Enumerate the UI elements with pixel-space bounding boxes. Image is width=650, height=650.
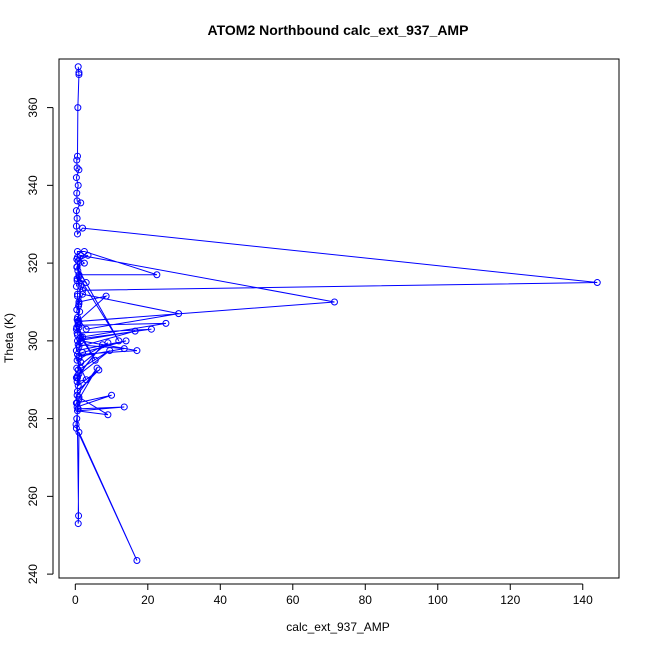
data-point	[73, 152, 81, 160]
y-tick-label: 260	[26, 486, 40, 506]
data-point	[79, 224, 87, 232]
data-point	[77, 282, 85, 290]
data-point	[98, 341, 106, 349]
x-tick-label: 120	[500, 593, 520, 607]
data-point	[73, 275, 81, 283]
series-points-group	[72, 63, 601, 565]
chart-title: ATOM2 Northbound calc_ext_937_AMP	[208, 22, 469, 38]
data-point	[122, 337, 130, 345]
data-point	[115, 337, 123, 345]
data-point	[120, 403, 128, 411]
data-point	[73, 263, 81, 271]
data-point	[77, 199, 85, 207]
data-point	[75, 354, 83, 362]
data-point	[74, 520, 82, 528]
data-point	[106, 347, 114, 355]
data-point	[147, 325, 155, 333]
data-point	[82, 376, 90, 384]
data-point	[76, 308, 84, 316]
x-tick-label: 60	[286, 593, 300, 607]
data-point	[73, 331, 81, 339]
data-point	[73, 315, 81, 323]
data-point	[73, 399, 81, 407]
data-point	[72, 207, 80, 215]
data-point	[120, 345, 128, 353]
y-tick-label: 340	[26, 175, 40, 195]
data-point	[74, 63, 82, 71]
data-point	[175, 310, 183, 318]
data-point	[73, 253, 81, 261]
data-point	[82, 325, 90, 333]
x-tick-label: 80	[359, 593, 373, 607]
data-point	[73, 156, 81, 164]
data-point	[73, 391, 81, 399]
y-axis-label: Theta (K)	[2, 313, 16, 363]
data-point	[75, 166, 83, 174]
data-point	[162, 319, 170, 327]
data-point	[73, 378, 81, 386]
x-axis-label: calc_ext_937_AMP	[286, 620, 389, 634]
data-point	[73, 164, 81, 172]
data-point	[80, 247, 88, 255]
data-point	[330, 298, 338, 306]
data-point	[108, 391, 116, 399]
data-point	[73, 290, 81, 298]
data-point	[79, 290, 87, 298]
y-tick-label: 240	[26, 564, 40, 584]
data-point	[133, 557, 141, 565]
data-point	[593, 279, 601, 287]
data-point	[75, 273, 83, 281]
data-point	[131, 327, 139, 335]
data-point	[75, 298, 83, 306]
data-point	[75, 512, 83, 520]
x-tick-label: 140	[573, 593, 593, 607]
y-tick-label: 360	[26, 97, 40, 117]
data-point	[74, 341, 82, 349]
data-point	[73, 374, 81, 382]
x-tick-label: 0	[72, 593, 79, 607]
data-point	[73, 197, 81, 205]
x-tick-label: 40	[214, 593, 228, 607]
data-point	[72, 282, 80, 290]
data-point	[93, 364, 101, 372]
data-point	[73, 230, 81, 238]
data-point	[104, 411, 112, 419]
data-point	[72, 420, 80, 428]
data-point	[77, 364, 85, 372]
series-line-group	[75, 66, 598, 561]
y-tick-label: 280	[26, 408, 40, 428]
x-tick-label: 20	[141, 593, 155, 607]
data-point	[80, 259, 88, 267]
data-point	[95, 366, 103, 374]
data-point	[73, 364, 81, 372]
y-tick-label: 320	[26, 253, 40, 273]
y-tick-label: 300	[26, 331, 40, 351]
data-point	[75, 428, 83, 436]
plot-frame	[58, 58, 620, 579]
data-point	[91, 356, 99, 364]
data-point	[84, 251, 92, 259]
data-point	[72, 174, 80, 182]
data-point	[133, 347, 141, 355]
data-point	[73, 189, 81, 197]
data-point	[73, 407, 81, 415]
data-point	[73, 356, 81, 364]
data-point	[82, 279, 90, 287]
data-point	[72, 222, 80, 230]
y-axis: 240 260 280 300 320 340 360	[26, 97, 54, 584]
data-point	[75, 71, 83, 79]
data-point	[74, 181, 82, 189]
x-tick-label: 100	[428, 593, 448, 607]
series-line	[75, 66, 598, 561]
data-point	[102, 292, 110, 300]
data-point	[74, 104, 82, 112]
data-point	[153, 271, 161, 279]
x-axis: 0 20 40 60 80 100 120 140	[72, 583, 593, 607]
data-point	[79, 286, 87, 294]
data-point	[73, 214, 81, 222]
